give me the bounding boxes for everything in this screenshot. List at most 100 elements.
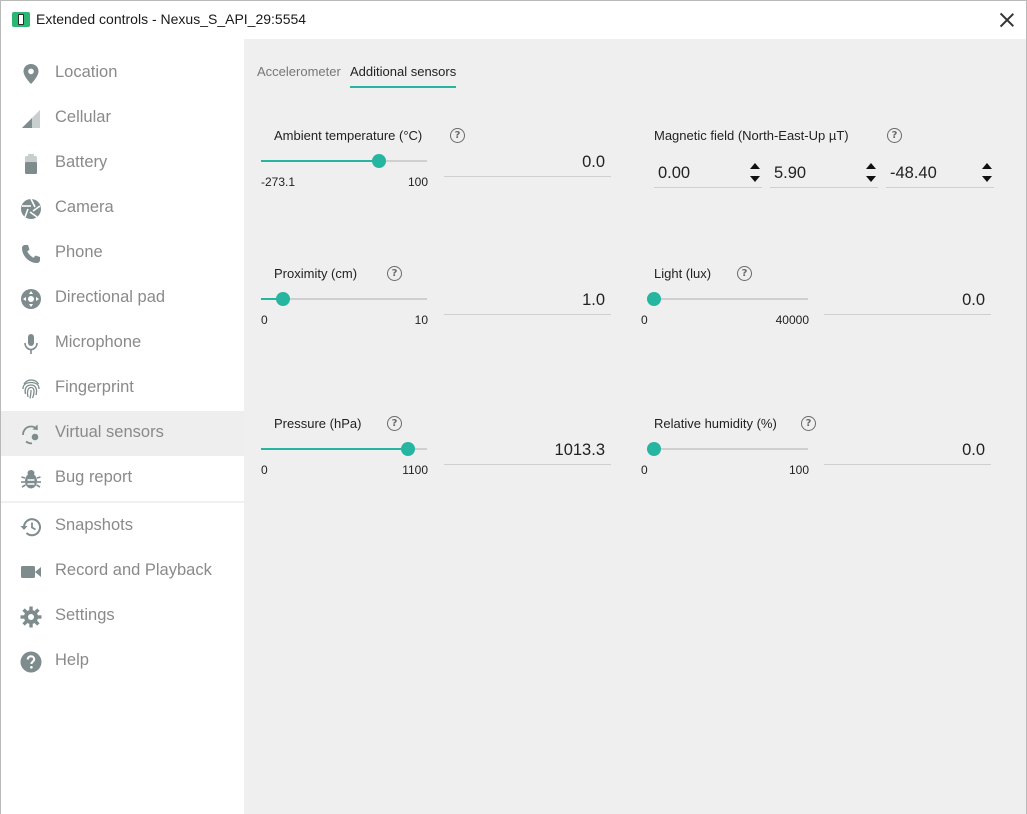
proximity-value-field[interactable]: 1.0 bbox=[444, 285, 611, 315]
slider-thumb[interactable] bbox=[276, 292, 291, 306]
sidebar-item-battery[interactable]: Battery bbox=[1, 141, 244, 186]
spin-arrows bbox=[980, 161, 994, 185]
history-icon bbox=[20, 516, 42, 538]
slider-fill bbox=[261, 160, 380, 162]
slider-thumb[interactable] bbox=[647, 292, 661, 306]
ambient-temperature-label: Ambient temperature (°C) bbox=[274, 128, 423, 143]
pressure-slider[interactable] bbox=[261, 442, 427, 456]
increment-arrow-icon[interactable] bbox=[750, 163, 760, 169]
proximity-label: Proximity (cm) bbox=[274, 266, 358, 281]
magnetic-field-x-spinbox[interactable]: 0.00 bbox=[654, 158, 762, 188]
sidebar-item-label: Bug report bbox=[55, 468, 133, 486]
pressure-help-icon[interactable]: ? bbox=[387, 416, 402, 431]
relative-humidity-value-field[interactable]: 0.0 bbox=[824, 435, 991, 465]
decrement-arrow-icon[interactable] bbox=[750, 176, 760, 182]
slider-thumb[interactable] bbox=[647, 442, 661, 456]
magnetic-field-label: Magnetic field (North-East-Up µT) bbox=[654, 128, 849, 143]
sidebar-item-bug-report[interactable]: Bug report bbox=[1, 456, 244, 501]
sidebar-item-phone[interactable]: Phone bbox=[1, 231, 244, 276]
emulator-app-icon bbox=[12, 12, 30, 27]
help-circle-icon bbox=[20, 651, 42, 673]
sidebar-item-label: Phone bbox=[55, 243, 103, 261]
light-value-field[interactable]: 0.0 bbox=[824, 285, 991, 315]
sidebar-item-virtual-sensors[interactable]: Virtual sensors bbox=[1, 411, 244, 456]
sidebar-item-snapshots[interactable]: Snapshots bbox=[1, 504, 244, 549]
light-min: 0 bbox=[641, 313, 648, 327]
dpad-icon bbox=[20, 288, 42, 310]
sidebar-item-help[interactable]: Help bbox=[1, 639, 244, 684]
sidebar-item-label: Snapshots bbox=[55, 516, 133, 534]
relative-humidity-label: Relative humidity (%) bbox=[654, 416, 777, 431]
pressure-min: 0 bbox=[261, 463, 268, 477]
sidebar-item-label: Help bbox=[55, 651, 89, 669]
sidebar-item-camera[interactable]: Camera bbox=[1, 186, 244, 231]
tab-additional-sensors[interactable]: Additional sensors bbox=[350, 64, 457, 79]
sidebar-item-directional-pad[interactable]: Directional pad bbox=[1, 276, 244, 321]
sensor-tabs: Accelerometer Additional sensors bbox=[244, 39, 1026, 94]
ambient-temperature-value-field[interactable]: 0.0 bbox=[444, 147, 611, 177]
pressure-value-field[interactable]: 1013.3 bbox=[444, 435, 611, 465]
spin-arrows bbox=[864, 161, 878, 185]
relative-humidity-help-icon[interactable]: ? bbox=[801, 416, 816, 431]
sidebar-item-label: Virtual sensors bbox=[55, 423, 164, 441]
increment-arrow-icon[interactable] bbox=[982, 163, 992, 169]
relative-humidity-slider[interactable] bbox=[647, 442, 808, 456]
light-label: Light (lux) bbox=[654, 266, 712, 281]
sidebar-item-label: Settings bbox=[55, 606, 115, 624]
spin-arrows bbox=[748, 161, 762, 185]
magnetic-field-z-value: -48.40 bbox=[890, 164, 937, 182]
sidebar-item-label: Location bbox=[55, 63, 118, 81]
window-title: Extended controls - Nexus_S_API_29:5554 bbox=[36, 11, 307, 27]
magnetic-field-y-spinbox[interactable]: 5.90 bbox=[770, 158, 878, 188]
tab-accelerometer[interactable]: Accelerometer bbox=[257, 64, 341, 79]
light-help-icon[interactable]: ? bbox=[737, 266, 752, 281]
sidebar: Location Cellular Battery Camera bbox=[1, 39, 244, 814]
location-pin-icon bbox=[20, 63, 42, 85]
phone-icon bbox=[20, 243, 42, 265]
relative-humidity-min: 0 bbox=[641, 463, 648, 477]
magnetic-field-help-icon[interactable]: ? bbox=[887, 128, 902, 143]
sidebar-item-fingerprint[interactable]: Fingerprint bbox=[1, 366, 244, 411]
proximity-min: 0 bbox=[261, 313, 268, 327]
slider-thumb[interactable] bbox=[400, 442, 415, 456]
video-camera-icon bbox=[20, 561, 42, 583]
close-icon bbox=[1000, 13, 1014, 27]
decrement-arrow-icon[interactable] bbox=[982, 176, 992, 182]
microphone-icon bbox=[20, 333, 42, 355]
virtual-sensors-icon bbox=[20, 423, 42, 445]
cellular-signal-icon bbox=[20, 108, 42, 130]
increment-arrow-icon[interactable] bbox=[866, 163, 876, 169]
light-max: 40000 bbox=[775, 313, 809, 327]
sidebar-item-microphone[interactable]: Microphone bbox=[1, 321, 244, 366]
ambient-temperature-help-icon[interactable]: ? bbox=[450, 128, 465, 143]
camera-aperture-icon bbox=[20, 198, 42, 220]
bug-icon bbox=[20, 468, 42, 490]
sidebar-item-cellular[interactable]: Cellular bbox=[1, 96, 244, 141]
sidebar-item-record-and-playback[interactable]: Record and Playback bbox=[1, 549, 244, 594]
magnetic-field-y-value: 5.90 bbox=[774, 164, 807, 182]
sidebar-divider bbox=[1, 501, 244, 503]
ambient-temperature-slider[interactable] bbox=[261, 154, 427, 168]
sidebar-item-settings[interactable]: Settings bbox=[1, 594, 244, 639]
slider-fill bbox=[261, 448, 408, 450]
active-tab-indicator bbox=[350, 86, 456, 88]
sidebar-item-label: Battery bbox=[55, 153, 108, 171]
light-slider[interactable] bbox=[647, 292, 808, 306]
sidebar-item-location[interactable]: Location bbox=[1, 51, 244, 96]
content-panel: Accelerometer Additional sensors Ambient… bbox=[244, 39, 1026, 814]
battery-icon bbox=[20, 153, 42, 175]
magnetic-field-z-spinbox[interactable]: -48.40 bbox=[886, 158, 994, 188]
pressure-label: Pressure (hPa) bbox=[274, 416, 362, 431]
slider-fill bbox=[261, 298, 284, 300]
close-button[interactable] bbox=[991, 5, 1023, 35]
proximity-max: 10 bbox=[414, 313, 428, 327]
proximity-slider[interactable] bbox=[261, 292, 427, 306]
ambient-temperature-min: -273.1 bbox=[261, 175, 296, 189]
sidebar-item-label: Record and Playback bbox=[55, 561, 212, 579]
sidebar-item-label: Fingerprint bbox=[55, 378, 134, 396]
proximity-help-icon[interactable]: ? bbox=[387, 266, 402, 281]
sidebar-item-label: Microphone bbox=[55, 333, 142, 351]
decrement-arrow-icon[interactable] bbox=[866, 176, 876, 182]
slider-thumb[interactable] bbox=[372, 154, 387, 168]
